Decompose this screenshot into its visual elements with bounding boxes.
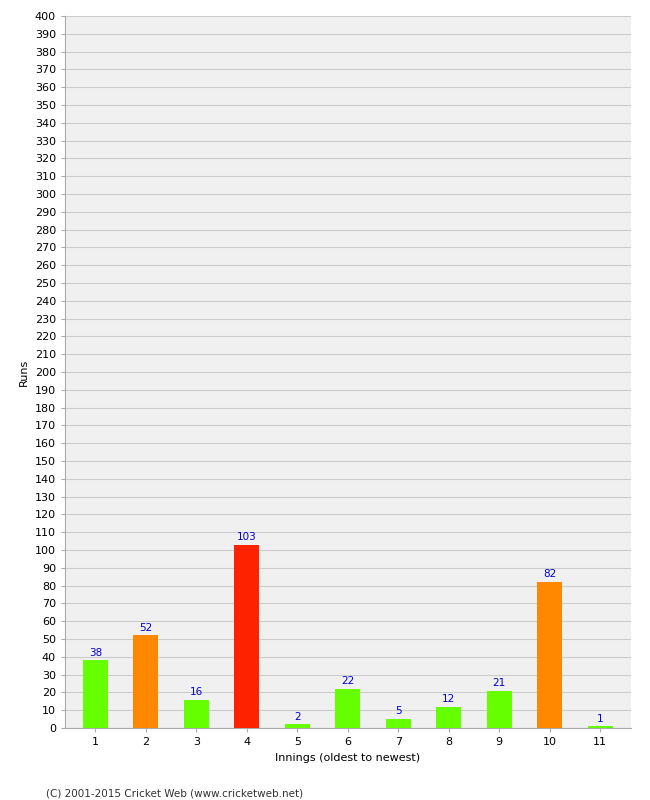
Bar: [537, 582, 562, 728]
Text: 12: 12: [442, 694, 456, 704]
Text: (C) 2001-2015 Cricket Web (www.cricketweb.net): (C) 2001-2015 Cricket Web (www.cricketwe…: [46, 788, 303, 798]
Bar: [385, 719, 411, 728]
Text: 52: 52: [139, 622, 152, 633]
Bar: [436, 706, 462, 728]
Bar: [285, 725, 310, 728]
Text: 16: 16: [190, 687, 203, 697]
Bar: [184, 699, 209, 728]
Bar: [487, 690, 512, 728]
Text: 22: 22: [341, 676, 354, 686]
Text: 5: 5: [395, 706, 402, 717]
Bar: [588, 726, 613, 728]
Text: 21: 21: [493, 678, 506, 688]
X-axis label: Innings (oldest to newest): Innings (oldest to newest): [275, 753, 421, 762]
Y-axis label: Runs: Runs: [19, 358, 29, 386]
Text: 103: 103: [237, 532, 257, 542]
Bar: [133, 635, 159, 728]
Text: 82: 82: [543, 570, 556, 579]
Bar: [234, 545, 259, 728]
Bar: [335, 689, 360, 728]
Text: 38: 38: [88, 648, 102, 658]
Text: 1: 1: [597, 714, 603, 723]
Text: 2: 2: [294, 712, 300, 722]
Bar: [83, 660, 108, 728]
